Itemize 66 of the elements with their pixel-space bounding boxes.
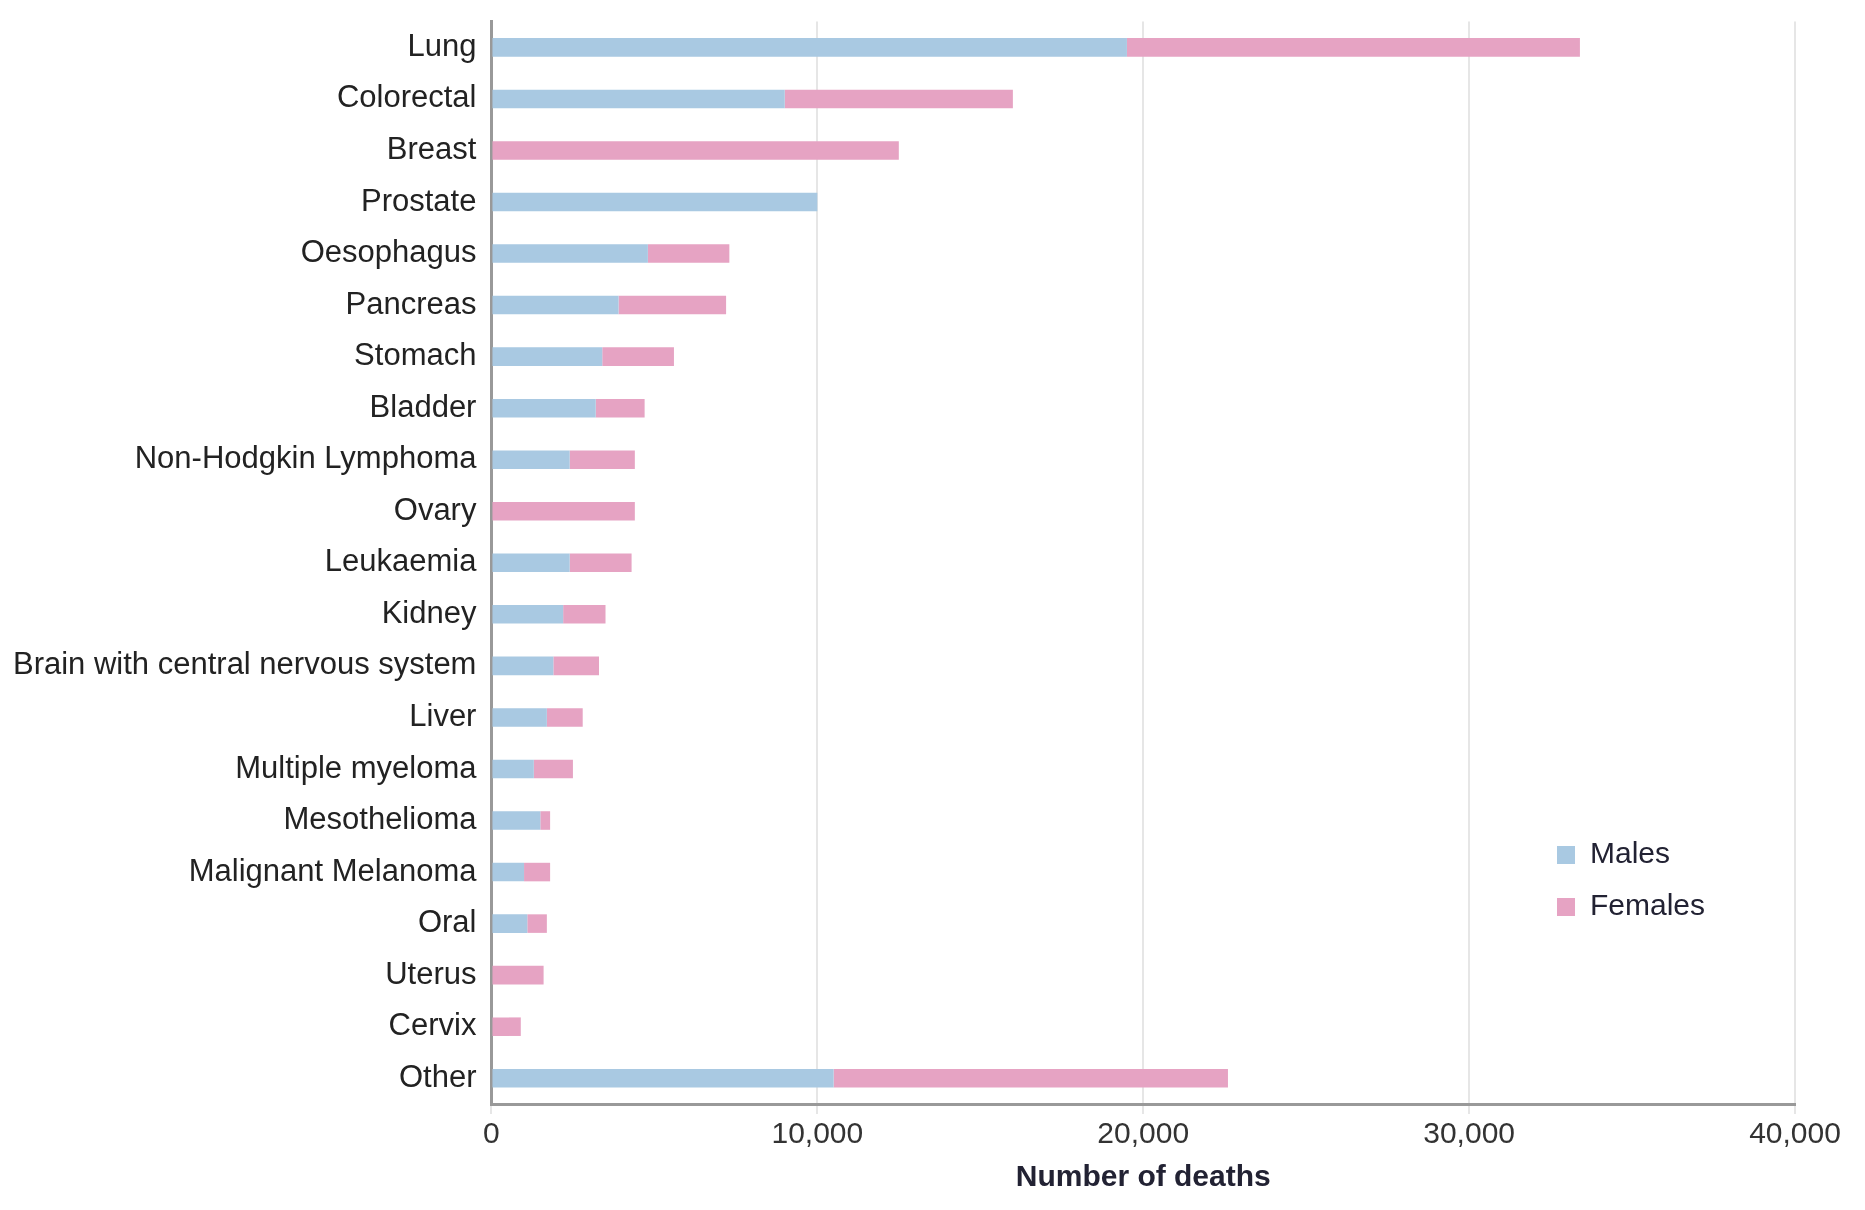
legend-label: Males (1590, 836, 1671, 870)
x-tick-label: 20,000 (1097, 1116, 1190, 1150)
bar (647, 244, 730, 263)
bar (540, 811, 551, 830)
bar (492, 347, 603, 366)
y-tick-label: Pancreas (345, 285, 477, 321)
y-tick-label: Leukaemia (324, 543, 478, 579)
bar (524, 862, 551, 882)
bar (492, 553, 570, 573)
bar (492, 605, 564, 624)
y-tick-label: Malignant Melanoma (188, 852, 478, 888)
bar (492, 141, 899, 160)
bar (569, 450, 635, 469)
bar (492, 398, 596, 418)
bar (546, 708, 583, 727)
y-tick-label: Non-Hodgkin Lymphoma (134, 440, 478, 476)
bar (553, 656, 599, 676)
bar (492, 1068, 834, 1088)
bar (492, 192, 818, 212)
bar (492, 862, 525, 882)
bar (492, 759, 534, 779)
bar (618, 295, 727, 315)
bar (492, 914, 528, 933)
y-tick-label: Ovary (393, 491, 477, 527)
bar (602, 347, 674, 366)
y-tick-label: Stomach (354, 337, 477, 373)
y-tick-label: Breast (386, 131, 477, 166)
x-tick-label: 30,000 (1423, 1116, 1515, 1150)
y-tick-label: Oesophagus (300, 234, 477, 270)
bar (563, 605, 606, 624)
y-tick-label: Other (398, 1058, 477, 1094)
x-tick-label: 0 (483, 1116, 500, 1150)
y-tick-label: Cervix (388, 1007, 477, 1043)
y-tick-label: Bladder (369, 388, 477, 424)
bar (1126, 38, 1580, 57)
bar (784, 89, 1013, 109)
bar (527, 914, 547, 933)
y-tick-label: Mesothelioma (283, 801, 478, 837)
bar (492, 811, 541, 830)
y-tick-label: Uterus (385, 955, 477, 991)
y-tick-label: Lung (407, 27, 477, 63)
bar (492, 295, 619, 315)
y-tick-label: Liver (409, 697, 477, 733)
bar (492, 89, 785, 109)
bar (492, 708, 547, 727)
y-tick-label: Kidney (381, 594, 477, 630)
y-tick-label: Oral (417, 904, 477, 940)
x-tick-label: 40,000 (1749, 1116, 1841, 1150)
bar (492, 656, 554, 676)
bar (492, 38, 1127, 57)
bar (569, 553, 632, 573)
x-axis-title: Number of deaths (1015, 1159, 1271, 1193)
y-tick-label: Colorectal (336, 79, 477, 115)
bar (492, 244, 648, 263)
y-tick-label: Prostate (361, 182, 477, 218)
bar (492, 1017, 521, 1036)
y-tick-label: Brain with central nervous system (12, 646, 477, 682)
bar (533, 759, 573, 779)
y-tick-label: Multiple myeloma (235, 749, 478, 785)
bar (595, 398, 645, 418)
bar (833, 1068, 1228, 1088)
bar (492, 450, 570, 469)
x-tick-label: 10,000 (771, 1116, 864, 1150)
bar (492, 965, 544, 985)
legend-label: Females (1590, 888, 1706, 922)
bar (492, 501, 635, 521)
